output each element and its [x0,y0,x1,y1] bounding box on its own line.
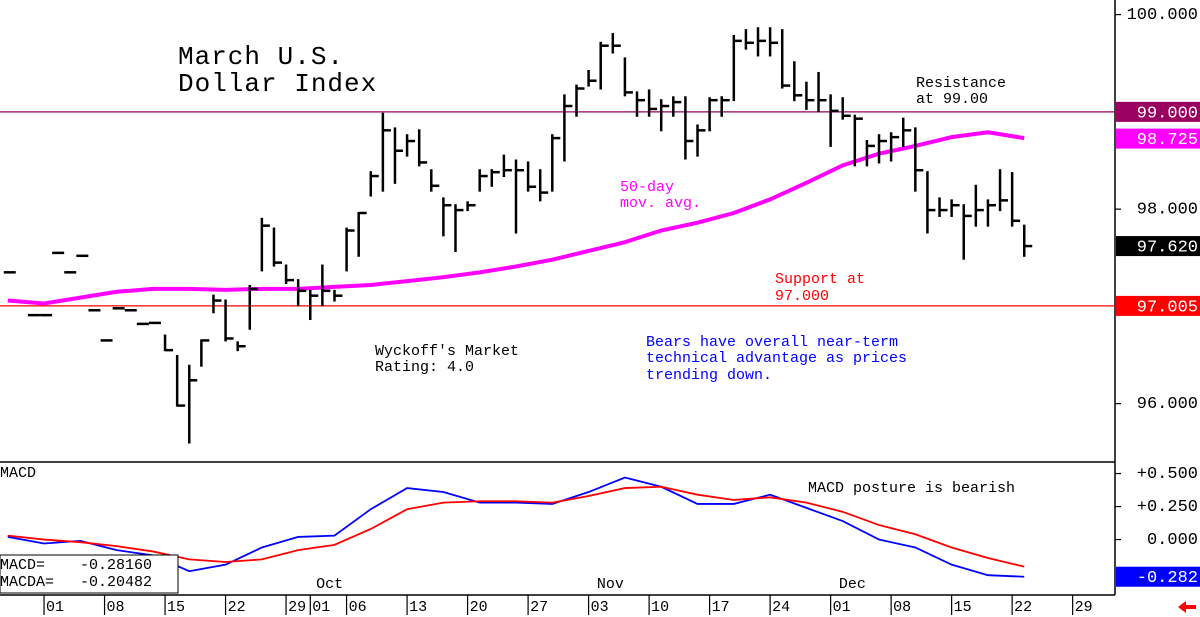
price-tag-bg [1116,101,1200,122]
readout-box [0,554,179,594]
price-tag: 98.725 [1137,131,1198,150]
price-tag-bg [1116,128,1200,149]
month-label: Oct [316,576,343,593]
x-tick-label: 22 [228,599,246,616]
panel-label: MACD [0,465,36,482]
annotation: 97.000 [775,288,829,305]
price-tag-bg [1116,566,1200,587]
x-tick-label: 15 [954,599,972,616]
x-tick-label: 01 [46,599,64,616]
x-tick-label: 29 [1075,599,1093,616]
x-tick-label: 20 [470,599,488,616]
y-tick-label: 0.000 [1147,531,1198,550]
x-tick-label: 24 [772,599,790,616]
y-tick-label: 96.000 [1137,395,1198,414]
x-tick-label: 08 [893,599,911,616]
legend-name: MACD= [0,557,45,574]
annotation: MACD posture is bearish [808,480,1015,497]
y-tick-label: 100.000 [1127,6,1198,25]
annotation: at 99.00 [916,91,988,108]
legend-value: -0.20482 [80,574,152,591]
x-tick-label: 03 [591,599,609,616]
price-tag-bg [1116,236,1200,257]
annotation: Support at [775,271,865,288]
scroll-arrow[interactable] [1178,601,1196,613]
price-tag: 99.000 [1137,104,1198,123]
x-tick-label: 01 [833,599,851,616]
y-tick-label: 98.000 [1137,201,1198,220]
x-tick-label: 15 [167,599,185,616]
x-tick-label: 06 [349,599,367,616]
price-tag-bg [1116,295,1200,316]
price-tag: 97.005 [1137,298,1198,317]
annotation: Wyckoff's Market [375,343,519,360]
chart-title: Dollar Index [178,69,377,99]
annotation: trending down. [646,367,772,384]
price-tag: -0.282 [1137,569,1198,588]
chart-title: March U.S. [178,42,344,72]
month-label: Nov [597,576,624,593]
legend-value: -0.28160 [80,557,152,574]
annotation: 50-day [620,179,674,196]
y-tick-label: +0.250 [1137,498,1198,517]
annotation: technical advantage as prices [646,350,907,367]
x-tick-label: 27 [530,599,548,616]
x-tick-label: 01 [312,599,330,616]
y-tick-label: +0.500 [1137,465,1198,484]
x-tick-label: 13 [409,599,427,616]
month-label: Dec [839,576,866,593]
legend-name: MACDA= [0,574,54,591]
annotation: Bears have overall near-term [646,334,898,351]
x-tick-label: 08 [107,599,125,616]
x-tick-label: 17 [712,599,730,616]
annotation: Resistance [916,75,1006,92]
x-tick-label: 10 [651,599,669,616]
x-tick-label: 22 [1014,599,1032,616]
annotation: mov. avg. [620,195,701,212]
annotation: Rating: 4.0 [375,359,474,376]
x-tick-label: 29 [288,599,306,616]
price-tag: 97.620 [1137,239,1198,258]
